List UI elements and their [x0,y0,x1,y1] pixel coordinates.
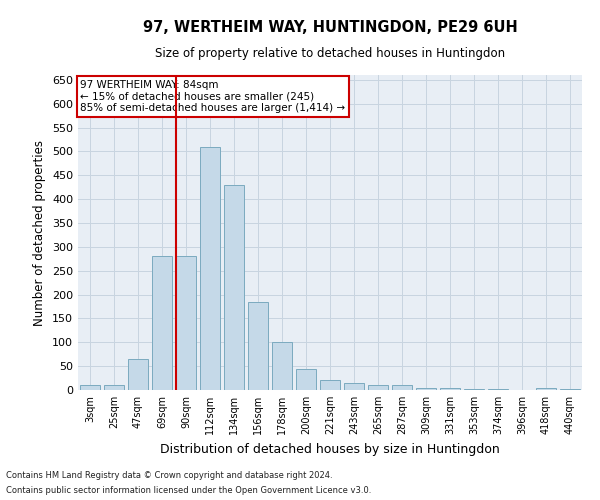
Bar [224,185,244,390]
Bar [560,389,580,390]
Bar [536,388,556,390]
Bar [344,383,364,390]
Y-axis label: Number of detached properties: Number of detached properties [34,140,46,326]
Text: Size of property relative to detached houses in Huntingdon: Size of property relative to detached ho… [155,48,505,60]
Bar [488,389,508,390]
Text: 97 WERTHEIM WAY: 84sqm
← 15% of detached houses are smaller (245)
85% of semi-de: 97 WERTHEIM WAY: 84sqm ← 15% of detached… [80,80,346,113]
Bar [440,388,460,390]
Bar [200,146,220,390]
X-axis label: Distribution of detached houses by size in Huntingdon: Distribution of detached houses by size … [160,442,500,456]
Text: 97, WERTHEIM WAY, HUNTINGDON, PE29 6UH: 97, WERTHEIM WAY, HUNTINGDON, PE29 6UH [143,20,517,35]
Text: Contains HM Land Registry data © Crown copyright and database right 2024.: Contains HM Land Registry data © Crown c… [6,471,332,480]
Bar [272,342,292,390]
Bar [320,380,340,390]
Bar [392,385,412,390]
Bar [80,385,100,390]
Bar [128,359,148,390]
Bar [464,388,484,390]
Bar [296,368,316,390]
Bar [176,256,196,390]
Text: Contains public sector information licensed under the Open Government Licence v3: Contains public sector information licen… [6,486,371,495]
Bar [368,385,388,390]
Bar [416,388,436,390]
Bar [248,302,268,390]
Bar [152,256,172,390]
Bar [104,385,124,390]
